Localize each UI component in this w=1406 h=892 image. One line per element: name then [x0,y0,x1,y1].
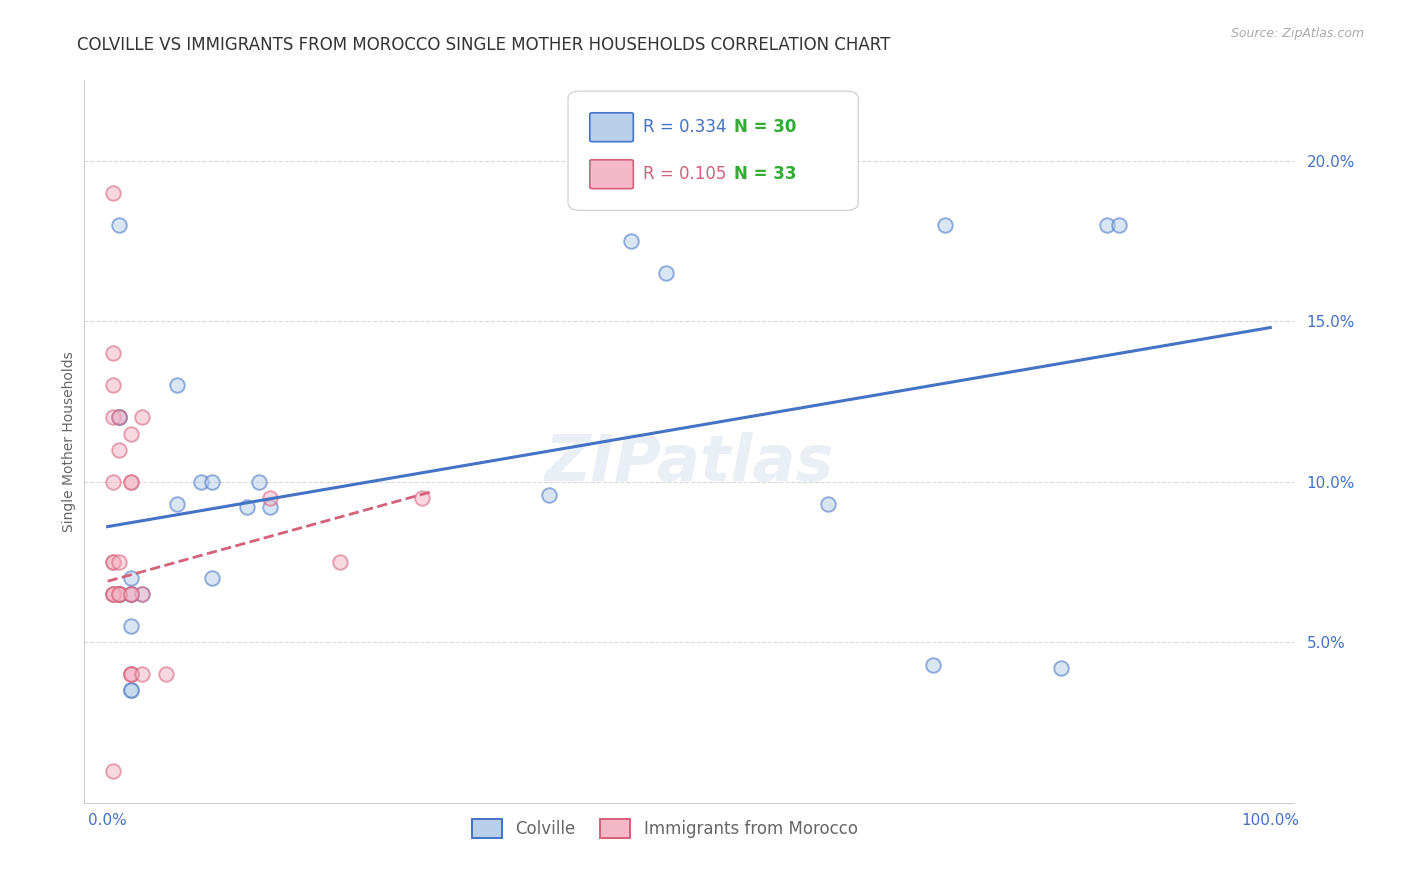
Point [108,410,131,425]
Point [103,475,125,489]
Text: N = 33: N = 33 [734,165,796,183]
Point [817,497,839,511]
Point [201,475,224,489]
Text: R = 0.334: R = 0.334 [643,119,727,136]
Point [108,410,131,425]
FancyBboxPatch shape [589,112,633,142]
FancyBboxPatch shape [589,160,633,189]
Point [259,491,281,505]
Point [538,487,561,501]
Point [120,667,142,681]
Point [236,500,259,515]
Point [103,587,125,601]
Point [1050,661,1073,675]
Point [103,346,125,360]
Point [120,571,142,585]
Point [108,218,131,232]
Point [108,587,131,601]
Point [103,587,125,601]
Point [108,555,131,569]
Point [201,571,224,585]
Point [411,491,433,505]
Point [103,555,125,569]
Text: ZIPatlas: ZIPatlas [544,433,834,494]
Point [103,587,125,601]
Point [120,587,142,601]
Legend: Colville, Immigrants from Morocco: Colville, Immigrants from Morocco [465,813,865,845]
Point [120,667,142,681]
Point [108,587,131,601]
Point [190,475,212,489]
Point [329,555,352,569]
Point [108,587,131,601]
Point [120,619,142,633]
Point [108,410,131,425]
Point [166,497,188,511]
Text: COLVILLE VS IMMIGRANTS FROM MOROCCO SINGLE MOTHER HOUSEHOLDS CORRELATION CHART: COLVILLE VS IMMIGRANTS FROM MOROCCO SING… [77,36,891,54]
Point [108,587,131,601]
Point [103,410,125,425]
Point [131,587,153,601]
Point [120,587,142,601]
Point [120,683,142,698]
Point [108,442,131,457]
Point [108,587,131,601]
Point [108,587,131,601]
Point [120,667,142,681]
Point [120,475,142,489]
Text: Source: ZipAtlas.com: Source: ZipAtlas.com [1230,27,1364,40]
Point [259,500,281,515]
Text: N = 30: N = 30 [734,119,796,136]
Point [131,667,153,681]
Point [131,410,153,425]
Point [620,234,643,248]
Point [1097,218,1119,232]
Point [103,186,125,200]
FancyBboxPatch shape [568,91,858,211]
Point [131,587,153,601]
Point [922,657,945,672]
Point [103,764,125,778]
Point [247,475,270,489]
Point [120,683,142,698]
Point [120,426,142,441]
Point [1108,218,1130,232]
Text: R = 0.105: R = 0.105 [643,165,727,183]
Point [166,378,188,392]
Point [120,475,142,489]
Point [108,587,131,601]
Point [155,667,177,681]
Point [654,266,676,280]
Point [103,378,125,392]
Point [120,587,142,601]
Y-axis label: Single Mother Households: Single Mother Households [62,351,76,532]
Point [934,218,956,232]
Point [103,555,125,569]
Point [120,587,142,601]
